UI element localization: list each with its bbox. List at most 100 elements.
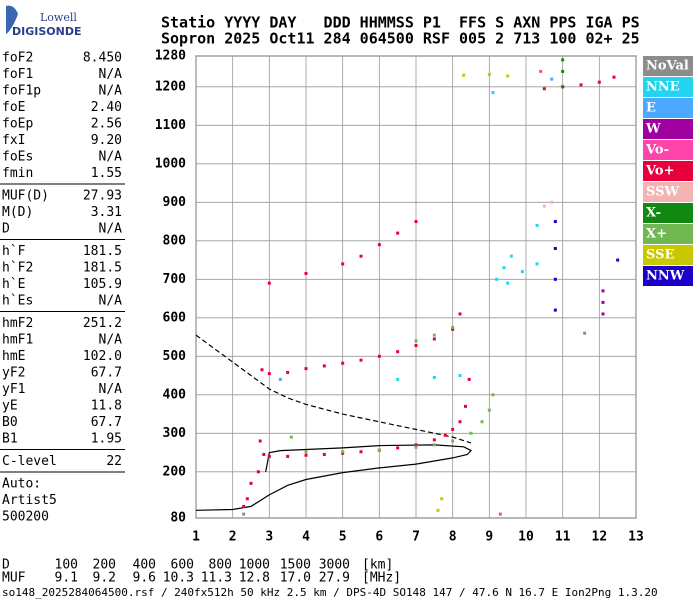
echo-point (304, 450, 308, 454)
echo-point (440, 497, 444, 501)
param-name: C-level (2, 454, 57, 469)
auto-text: 500200 (2, 510, 49, 525)
param-value: 22 (106, 454, 122, 469)
echo-point (432, 375, 436, 379)
echo-point (436, 508, 440, 512)
echo-point (414, 344, 418, 348)
logo-icon (6, 5, 18, 35)
param-name: h`F (2, 244, 26, 259)
echo-point (377, 448, 381, 452)
echo-point (462, 73, 466, 77)
y-tick-label: 700 (163, 272, 187, 287)
echo-point (396, 231, 400, 235)
distance: 100 (55, 558, 78, 573)
x-tick-label: 3 (265, 530, 273, 545)
x-tick-label: 8 (449, 530, 457, 545)
echo-point (289, 435, 293, 439)
echo-point (267, 454, 271, 458)
echo-point (359, 254, 363, 258)
echo-point (520, 270, 524, 274)
legend-label: Vo+ (645, 164, 674, 179)
echo-point (495, 277, 499, 281)
echo-point (341, 450, 345, 454)
x-tick-label: 1 (192, 530, 200, 545)
param-value: 27.93 (83, 189, 122, 204)
legend-swatch (643, 140, 693, 160)
legend-swatch (643, 98, 693, 118)
auto-text: Auto: (2, 477, 41, 492)
param-name: B0 (2, 415, 18, 430)
muf-value: 17.0 (280, 571, 311, 586)
echo-point (616, 258, 620, 262)
muf-value: 10.3 (163, 571, 194, 586)
param-name: fmin (2, 166, 33, 181)
distance: 1000 (239, 558, 270, 573)
echo-point (467, 377, 471, 381)
x-tick-label: 4 (302, 530, 310, 545)
echo-point (451, 439, 455, 443)
echo-point (443, 433, 447, 437)
legend-label: X- (646, 206, 661, 221)
echo-point (341, 262, 345, 266)
echo-point (458, 312, 462, 316)
param-value: 105.9 (83, 277, 122, 292)
distance: 3000 (319, 558, 350, 573)
echo-point (286, 370, 290, 374)
echo-point (491, 91, 495, 95)
auto-text: Artist5 (2, 493, 57, 508)
echo-point (242, 512, 246, 516)
y-tick-label: 300 (163, 426, 187, 441)
echo-point (414, 339, 418, 343)
legend-swatch (643, 161, 693, 181)
param-value: N/A (99, 84, 123, 99)
x-tick-label: 9 (485, 530, 493, 545)
footer: so148_2025284064500.rsf / 240fx512h 50 k… (2, 586, 658, 599)
x-tick-label: 10 (518, 530, 534, 545)
echo-point (278, 377, 282, 381)
distance: 400 (133, 558, 156, 573)
echo-point (451, 327, 455, 331)
echo-point (262, 452, 266, 456)
muf-value: 9.6 (133, 571, 156, 586)
muf-value: 9.2 (93, 571, 116, 586)
echo-point (509, 254, 513, 258)
echo-point (432, 438, 436, 442)
echo-point (553, 277, 557, 281)
echo-point (304, 272, 308, 276)
y-tick-label: 500 (163, 349, 187, 364)
param-value: N/A (99, 382, 123, 397)
legend-label: NNW (646, 269, 685, 284)
echo-point (245, 497, 249, 501)
echo-point (432, 333, 436, 337)
legend-swatch (643, 119, 693, 139)
y-tick-label: 400 (163, 387, 187, 402)
y-tick-label: 1200 (155, 79, 186, 94)
param-value: 3.31 (91, 205, 122, 220)
param-value: 11.8 (91, 399, 122, 414)
table-unit: [MHz] (362, 571, 401, 586)
echo-point (498, 512, 502, 516)
param-value: 1.95 (91, 432, 122, 447)
param-value: N/A (99, 67, 123, 82)
legend-label: X+ (646, 227, 667, 242)
echo-point (258, 439, 262, 443)
param-name: yE (2, 399, 18, 414)
param-name: h`Es (2, 294, 33, 309)
param-name: h`F2 (2, 261, 33, 276)
param-value: 67.7 (91, 415, 122, 430)
echo-point (542, 87, 546, 91)
echo-point (256, 470, 260, 474)
legend-label: SSW (646, 185, 679, 200)
profile-line (195, 334, 472, 444)
legend-label: Vo- (645, 143, 669, 158)
param-value: 251.2 (83, 316, 122, 331)
x-tick-label: 13 (628, 530, 644, 545)
param-name: hmF1 (2, 333, 33, 348)
y-tick-label: 900 (163, 195, 187, 210)
param-value: 102.0 (83, 349, 122, 364)
y-tick-label: 800 (163, 233, 187, 248)
param-name: fxI (2, 133, 25, 148)
echo-point (341, 451, 345, 455)
muf-value: 11.3 (201, 571, 232, 586)
